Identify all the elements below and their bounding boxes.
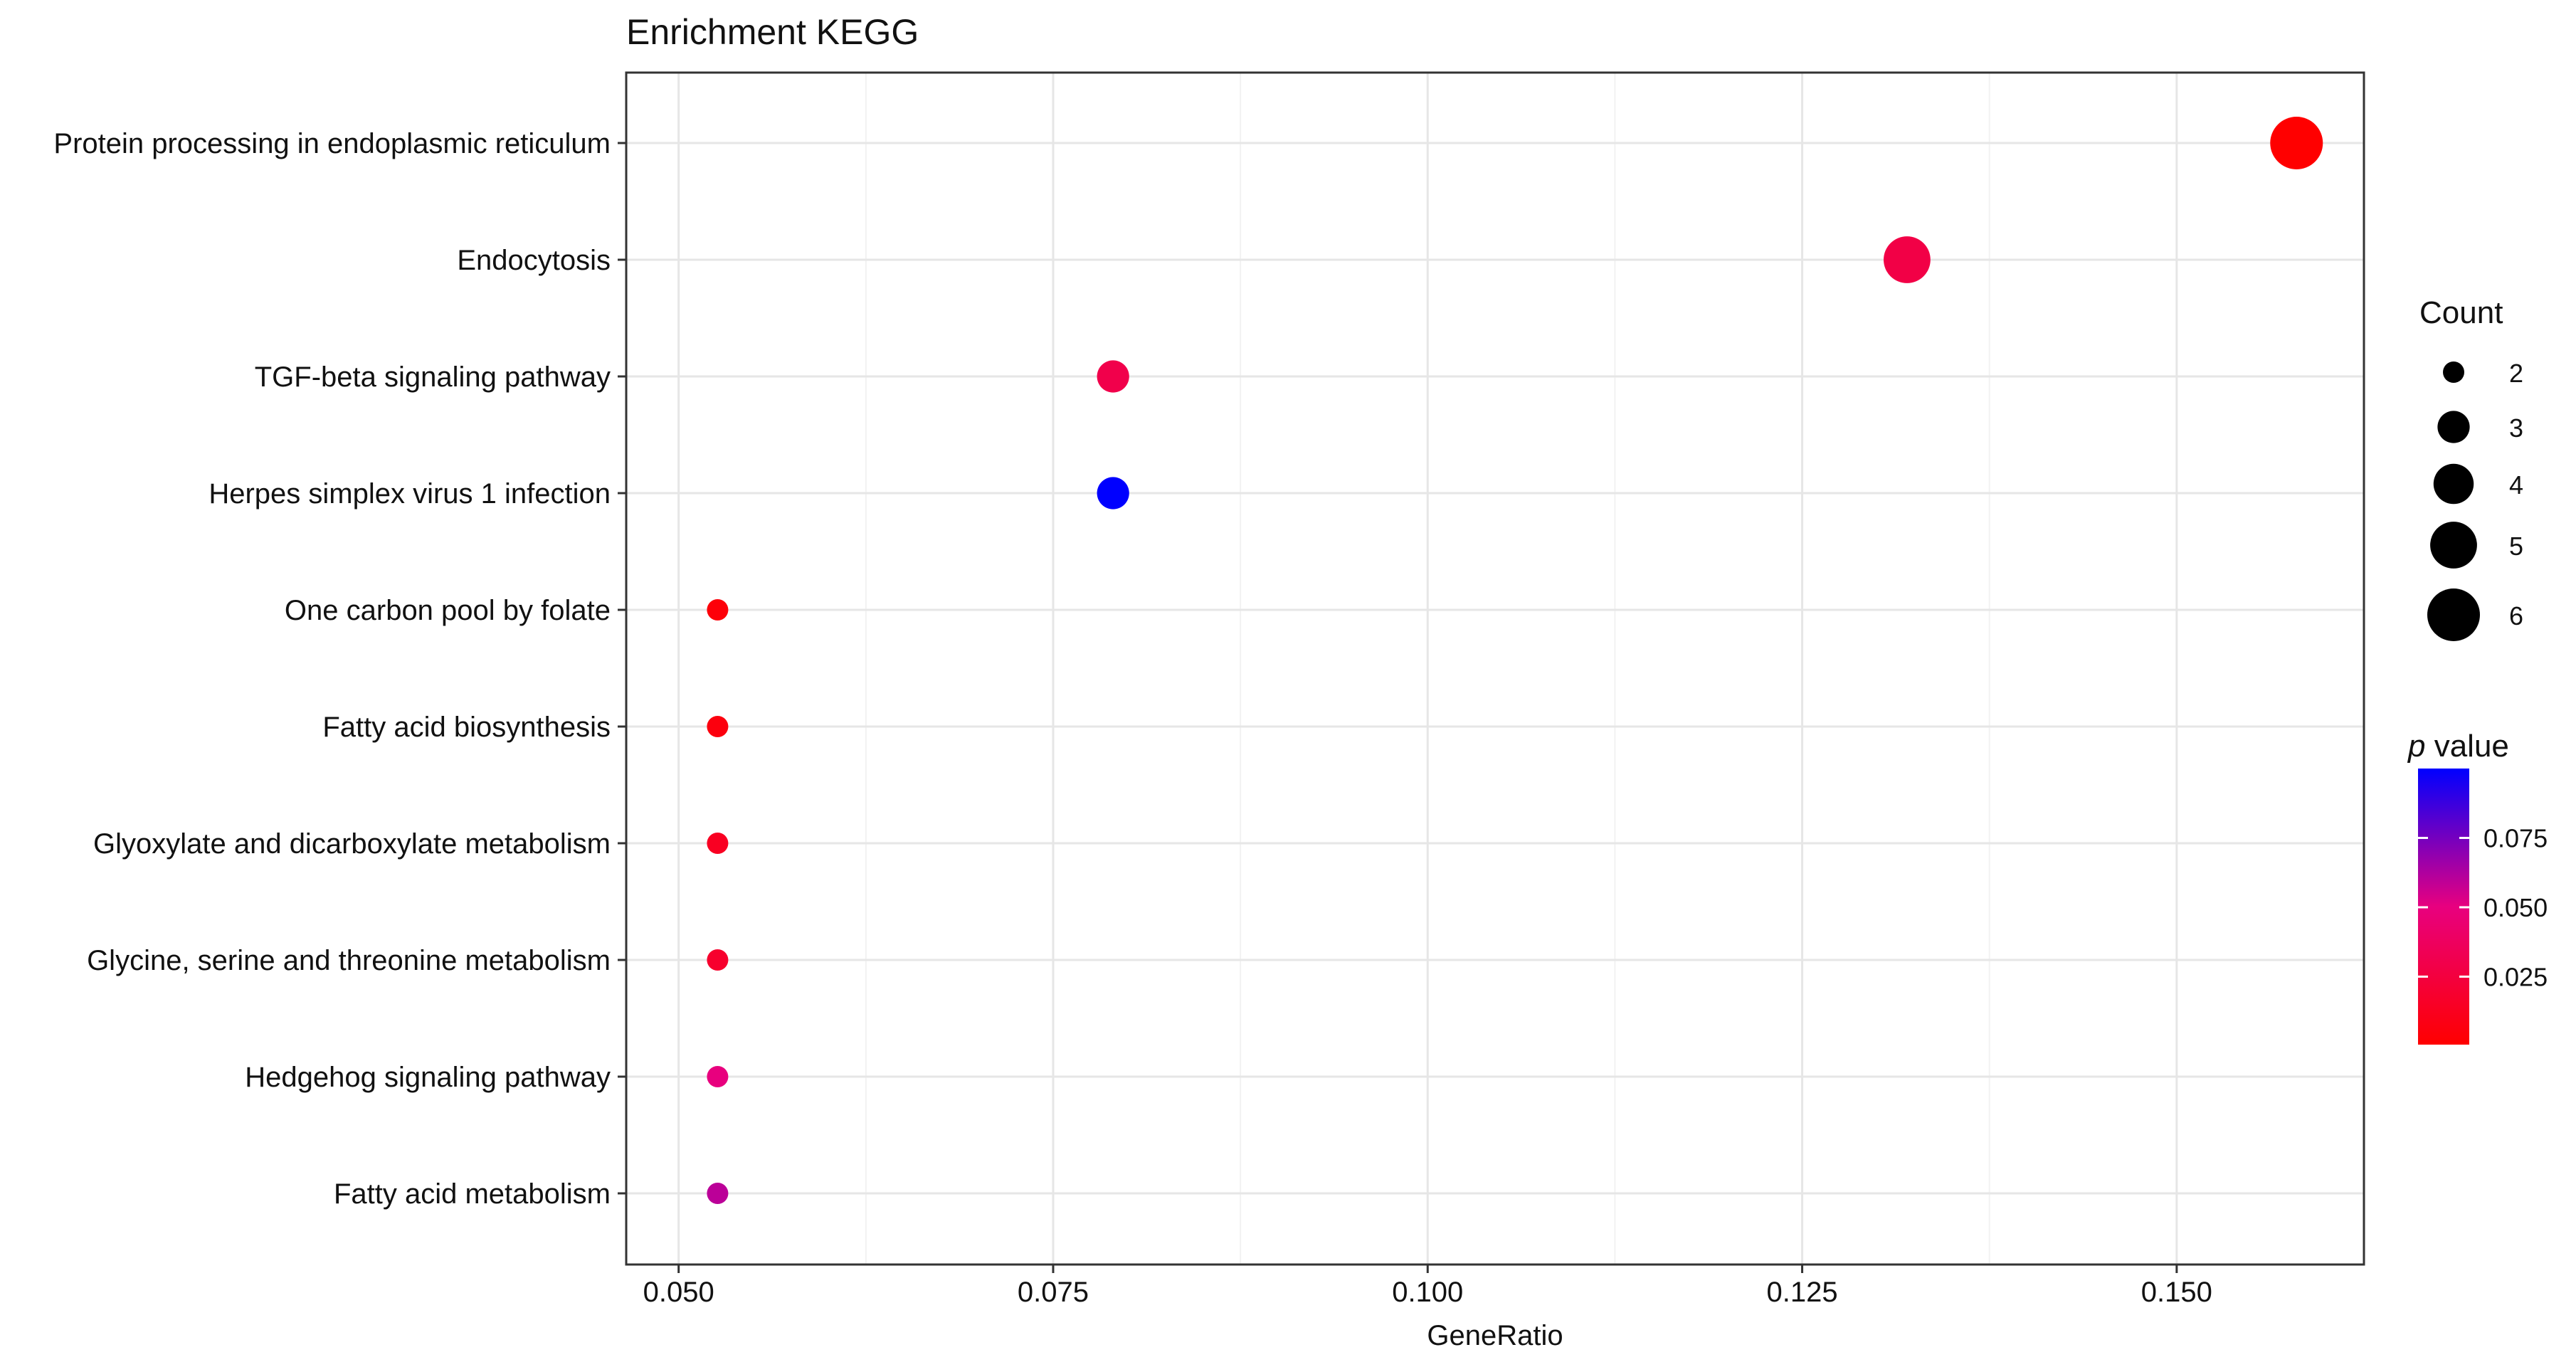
y-tick-label: Fatty acid biosynthesis xyxy=(322,712,611,743)
plot-panel-border xyxy=(625,71,2365,1266)
size-legend-key xyxy=(2433,463,2474,505)
size-legend-key xyxy=(2430,522,2477,569)
colorbar-tick-label: 0.050 xyxy=(2483,893,2548,922)
x-tick-label: 0.050 xyxy=(643,1277,714,1308)
size-legend-label: 3 xyxy=(2509,413,2523,443)
color-legend-title: p value xyxy=(2407,729,2509,764)
y-tick-label: Fatty acid metabolism xyxy=(334,1178,611,1210)
size-legend-label: 2 xyxy=(2509,359,2523,388)
colorbar-tick-label: 0.025 xyxy=(2483,962,2548,991)
data-point xyxy=(707,1066,729,1087)
size-legend-label: 4 xyxy=(2509,470,2523,500)
x-tick-label: 0.150 xyxy=(2141,1277,2212,1308)
color-legend-title-italic: p xyxy=(2407,729,2425,764)
x-axis-title: GeneRatio xyxy=(1427,1320,1563,1351)
data-point xyxy=(707,833,729,854)
data-points xyxy=(707,117,2323,1204)
data-point xyxy=(2270,117,2323,169)
y-tick-label: One carbon pool by folate xyxy=(285,595,611,626)
size-legend: Count 2 3 4 5 6 xyxy=(2419,295,2523,641)
data-point xyxy=(707,1183,729,1204)
size-legend-key xyxy=(2427,588,2480,641)
data-point xyxy=(707,716,729,737)
size-legend-label: 5 xyxy=(2509,532,2523,561)
size-legend-key xyxy=(2443,361,2464,383)
size-legend-title: Count xyxy=(2419,295,2503,330)
data-point xyxy=(1884,236,1931,283)
colorbar-tick-label: 0.075 xyxy=(2483,823,2548,852)
data-point xyxy=(707,599,729,621)
color-legend: p value 0.025 0.050 0.075 xyxy=(2407,729,2548,1045)
x-tick-label: 0.125 xyxy=(1767,1277,1838,1308)
data-point xyxy=(1097,477,1129,510)
data-point xyxy=(1097,360,1129,393)
color-legend-title-rest: value xyxy=(2425,729,2508,764)
y-axis: Protein processing in endoplasmic reticu… xyxy=(53,128,626,1210)
chart-title: Enrichment KEGG xyxy=(626,12,919,52)
y-tick-label: Hedgehog signaling pathway xyxy=(245,1062,611,1093)
y-tick-label: Protein processing in endoplasmic reticu… xyxy=(53,128,611,159)
y-tick-label: TGF-beta signaling pathway xyxy=(255,361,611,393)
x-tick-label: 0.075 xyxy=(1018,1277,1089,1308)
y-tick-label: Endocytosis xyxy=(457,245,611,276)
y-tick-label: Glycine, serine and threonine metabolism xyxy=(87,945,611,976)
y-tick-label: Herpes simplex virus 1 infection xyxy=(208,478,611,510)
data-point xyxy=(707,949,729,971)
grid-lines xyxy=(626,73,2364,1265)
size-legend-key xyxy=(2437,411,2470,443)
y-tick-label: Glyoxylate and dicarboxylate metabolism xyxy=(93,828,611,860)
x-axis: 0.050 0.075 0.100 0.125 0.150 xyxy=(643,1265,2212,1308)
x-tick-label: 0.100 xyxy=(1392,1277,1463,1308)
size-legend-label: 6 xyxy=(2509,601,2523,630)
